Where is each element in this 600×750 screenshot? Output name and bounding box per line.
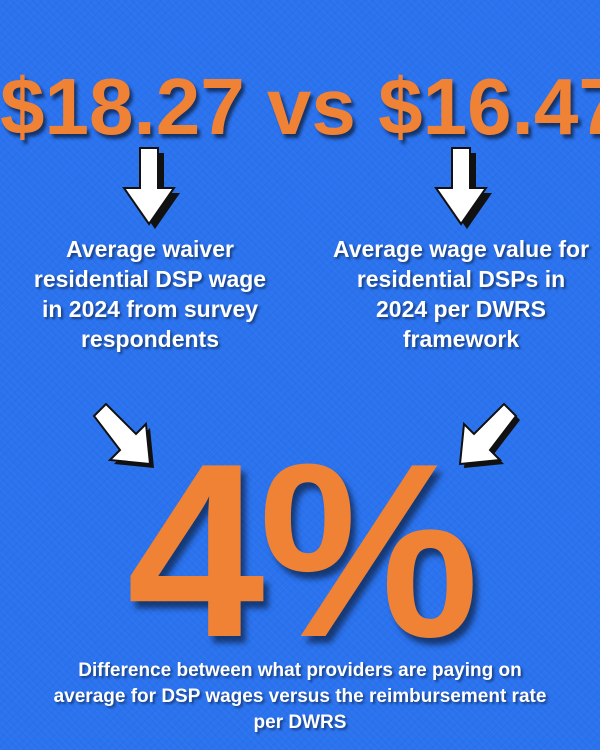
arrow-diagonal-right-icon [92, 402, 154, 468]
big-stat-percent: 4% [126, 411, 479, 689]
arrow-diagonal-left-icon [458, 402, 520, 468]
left-caption: Average waiver residential DSP wage in 2… [33, 236, 267, 352]
footer-description: Difference between what providers are pa… [53, 660, 547, 733]
headline-wage-comparison: $18.27 vs $16.47 [0, 62, 600, 151]
arrow-down-icon [434, 147, 492, 229]
arrow-down-icon [122, 147, 180, 229]
right-caption: Average wage value for residential DSPs … [332, 236, 590, 352]
